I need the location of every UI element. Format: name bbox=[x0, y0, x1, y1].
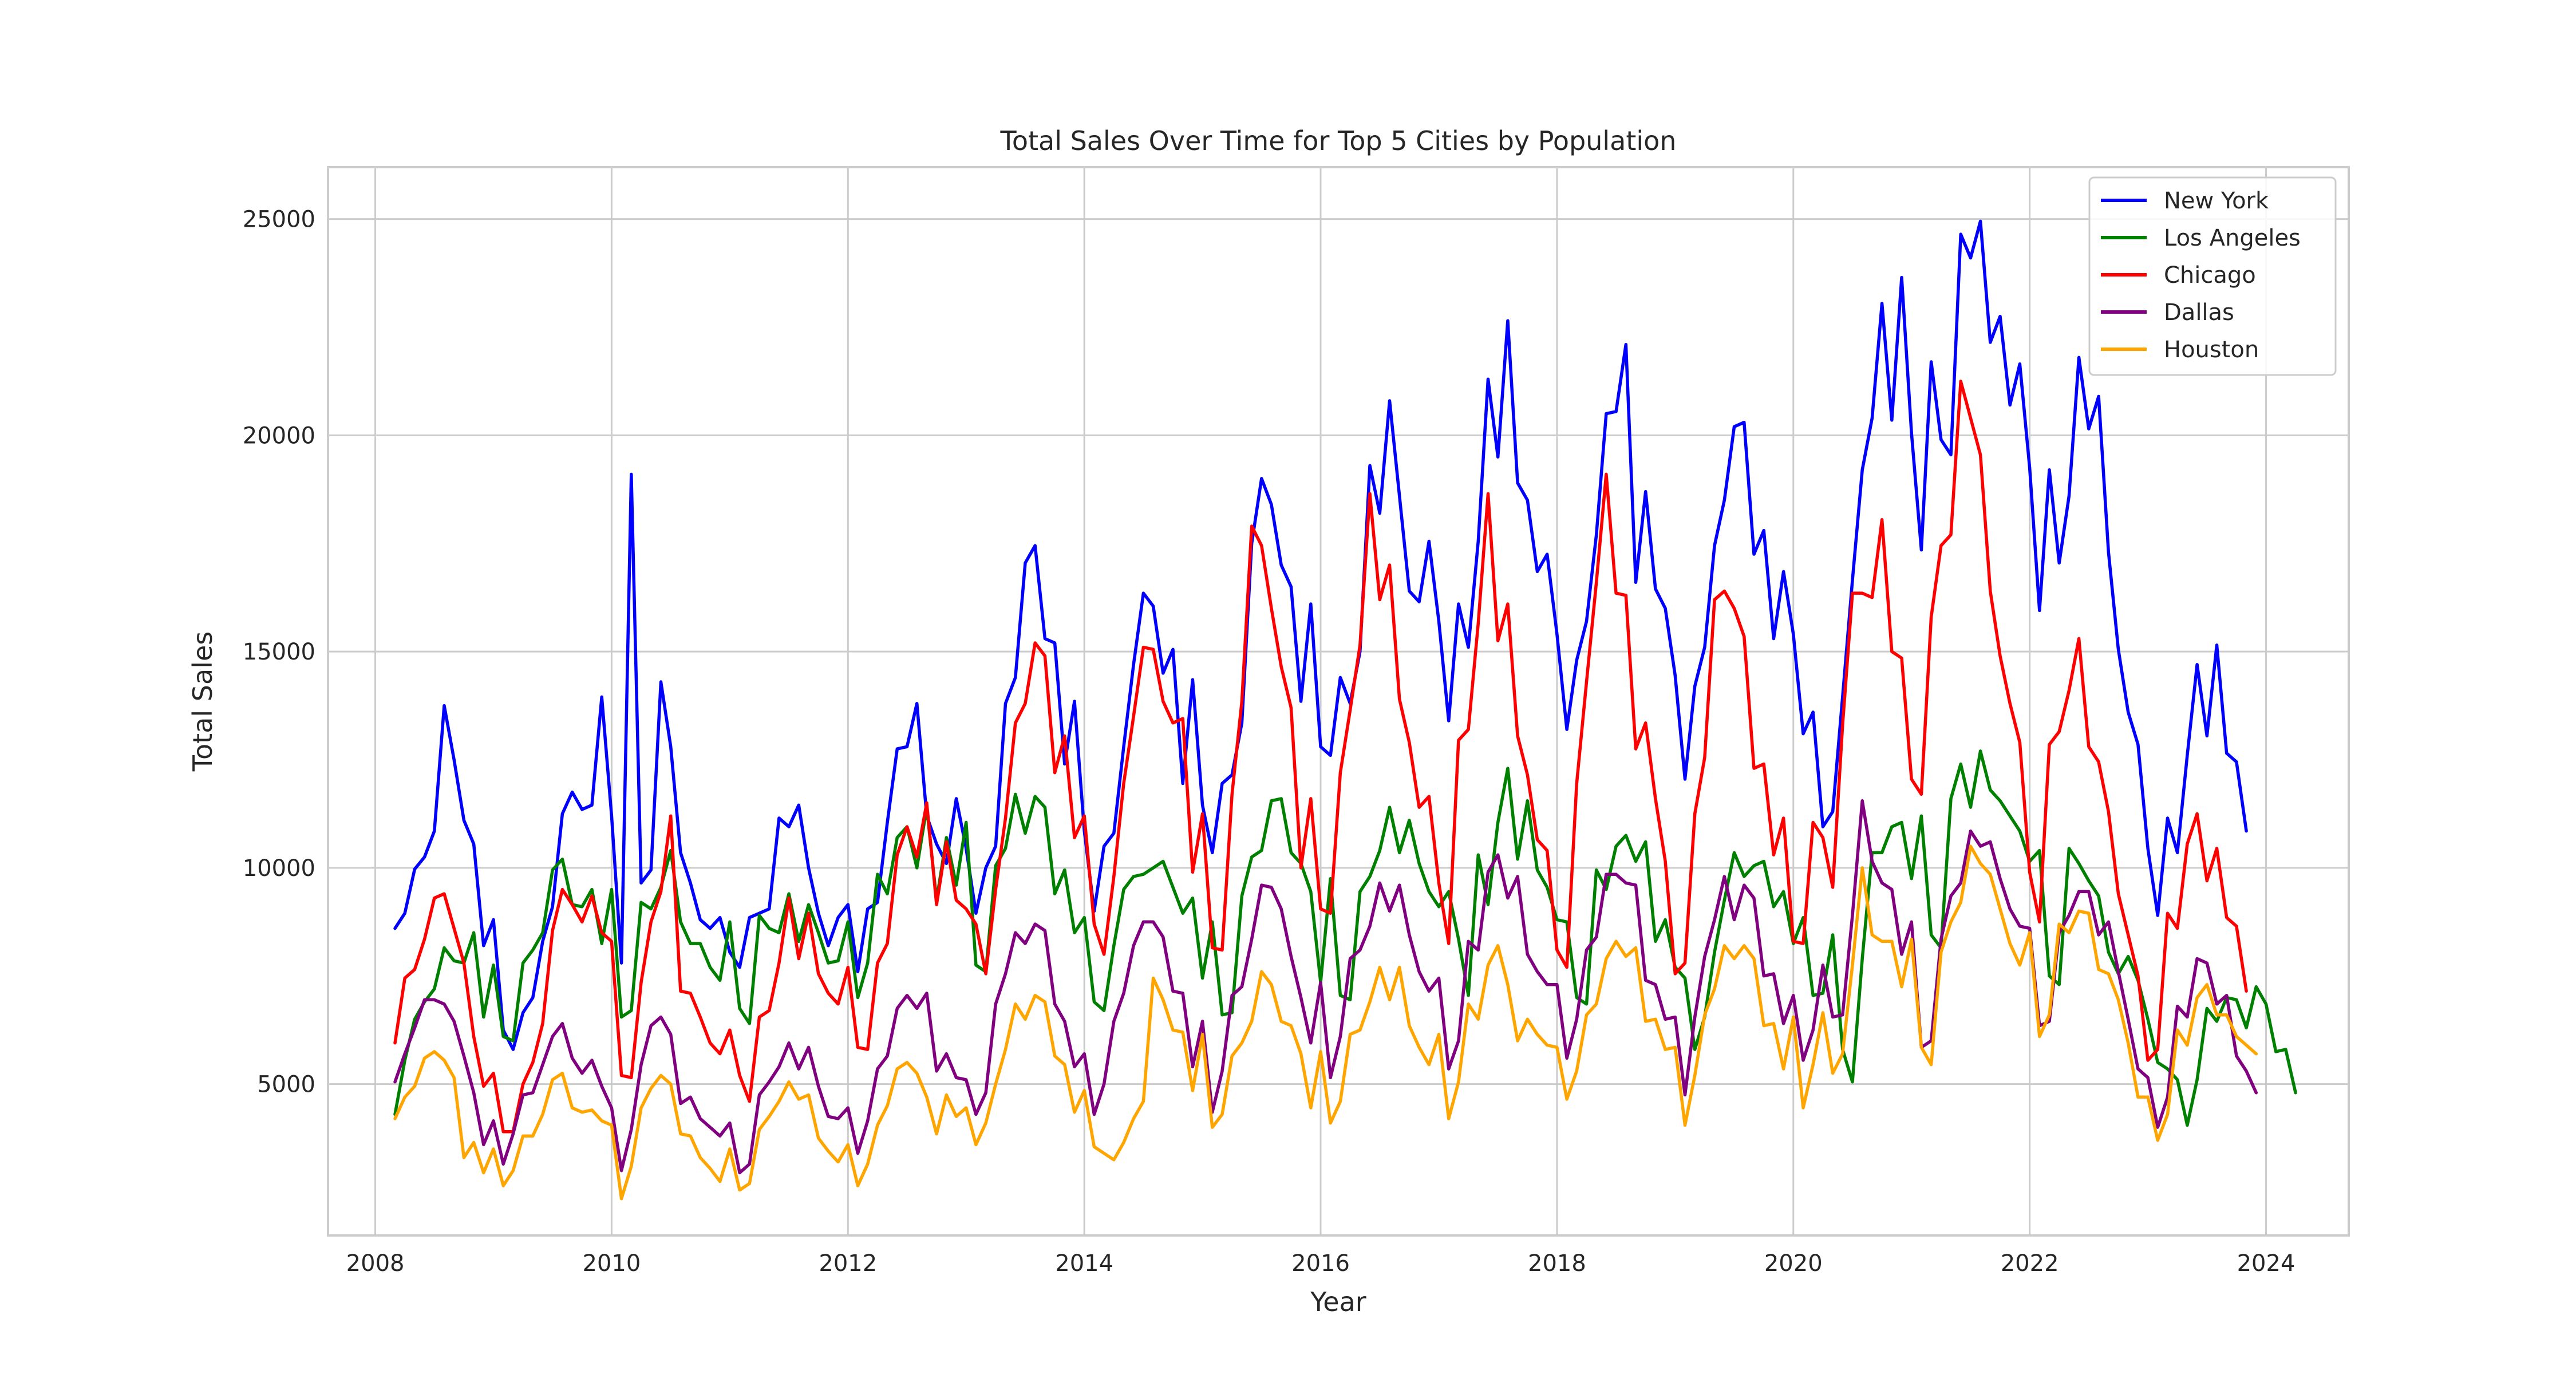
y-tick-label: 15000 bbox=[243, 639, 315, 665]
chart-title: Total Sales Over Time for Top 5 Cities b… bbox=[1000, 125, 1677, 156]
y-axis-ticks: 5000 10000 15000 20000 25000 bbox=[243, 207, 315, 1098]
legend-label-new-york: New York bbox=[2164, 188, 2269, 214]
x-tick-label: 2020 bbox=[1764, 1250, 1823, 1277]
legend-label-houston: Houston bbox=[2164, 337, 2259, 363]
legend-label-los-angeles: Los Angeles bbox=[2164, 225, 2301, 251]
x-tick-label: 2010 bbox=[583, 1250, 641, 1277]
x-tick-label: 2024 bbox=[2237, 1250, 2296, 1277]
plot-frame bbox=[327, 166, 2350, 1237]
series-line-dallas bbox=[393, 799, 2258, 1175]
x-tick-label: 2012 bbox=[819, 1250, 877, 1277]
y-tick-label: 20000 bbox=[243, 423, 315, 449]
legend-label-chicago: Chicago bbox=[2164, 262, 2256, 289]
x-tick-label: 2008 bbox=[346, 1250, 405, 1277]
y-tick-label: 5000 bbox=[257, 1072, 315, 1098]
legend-box bbox=[2088, 176, 2337, 376]
x-tick-label: 2014 bbox=[1055, 1250, 1113, 1277]
x-axis-ticks: 2008 2010 2012 2014 2016 2018 2020 2022 2024 bbox=[346, 1250, 2296, 1277]
legend-label-dallas: Dallas bbox=[2164, 299, 2234, 326]
series-line-houston bbox=[393, 844, 2258, 1201]
x-axis-label: Year bbox=[1310, 1286, 1366, 1317]
series-lines bbox=[393, 219, 2297, 1201]
y-tick-label: 10000 bbox=[243, 855, 315, 882]
series-line-new-york bbox=[393, 219, 2248, 1051]
x-tick-label: 2022 bbox=[2001, 1250, 2059, 1277]
x-tick-label: 2018 bbox=[1528, 1250, 1586, 1277]
series-line-chicago bbox=[393, 380, 2248, 1134]
legend: New York Los Angeles Chicago Dallas Houston bbox=[2088, 176, 2337, 376]
y-axis-label: Total Sales bbox=[187, 631, 218, 772]
x-tick-label: 2016 bbox=[1291, 1250, 1350, 1277]
y-tick-label: 25000 bbox=[243, 207, 315, 233]
